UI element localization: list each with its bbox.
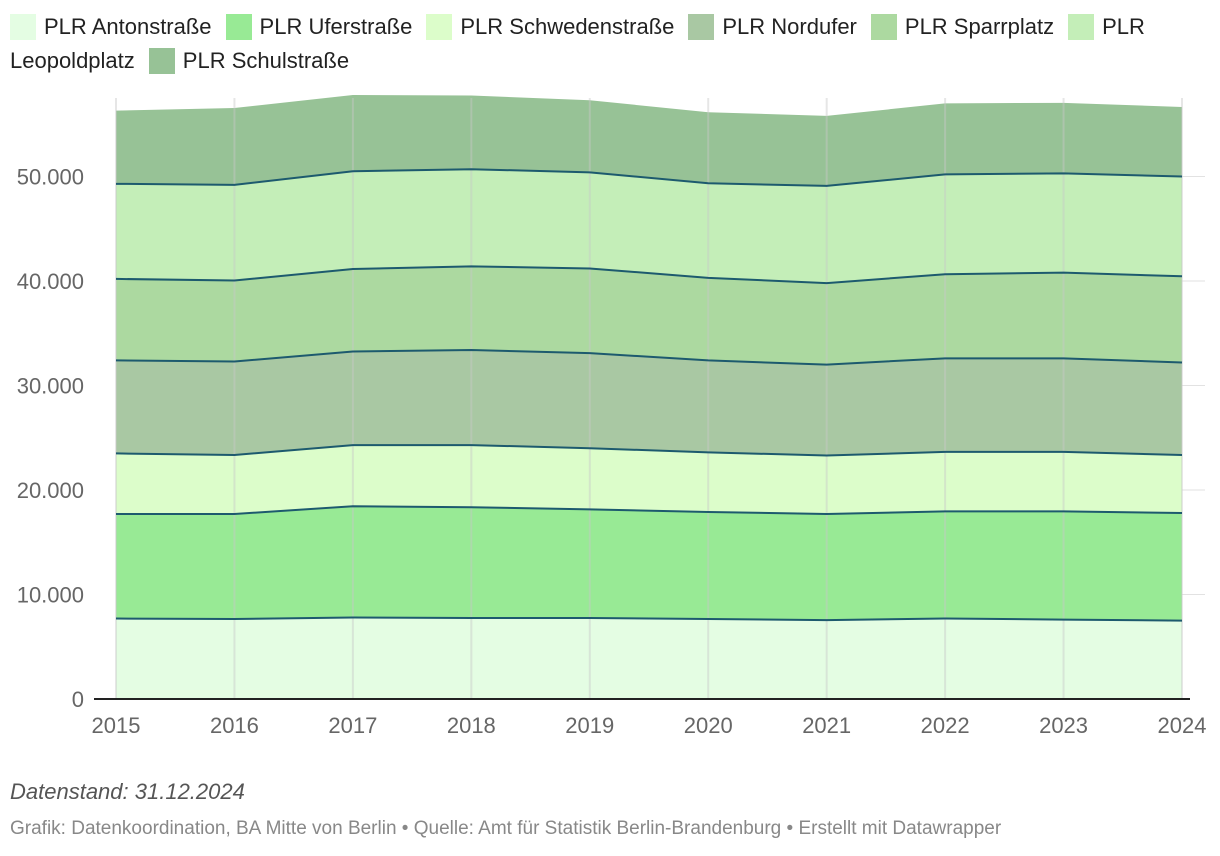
x-tick-label: 2019 [565,713,614,738]
legend-swatch [148,48,175,74]
area-series-5 [116,266,1182,365]
data-date-note: Datenstand: 31.12.2024 [10,779,245,804]
series-boundary-line-2 [116,505,1183,516]
x-tick-label: 2016 [210,713,259,738]
legend-item: PLR Schulstraße [148,48,350,74]
y-tick-label: 0 [72,687,84,712]
area-series-3 [116,445,1182,515]
stacked-area-chart: 0 10.000 20.000 30.000 40.000 50.000 2015 2016 2… [17,95,1207,738]
legend-item: PLR Leopoldplatz [10,14,1145,73]
line-layer [115,168,1183,622]
series-boundary-line-1 [115,616,1183,622]
legend-label: PLR Nordufer [722,14,857,39]
legend-label: PLR Antonstraße [44,14,212,39]
vertical-grid-layer [115,98,1183,699]
x-tick-label: 2018 [447,713,496,738]
legend-swatch [426,14,453,40]
legend-item: PLR Sparrplatz [870,14,1055,40]
y-tick-label: 20.000 [17,478,84,503]
x-tick-label: 2021 [802,713,851,738]
legend-item: PLR Schwedenstraße [426,14,675,40]
axis-layer: 0 10.000 20.000 30.000 40.000 50.000 2015 2016 2… [17,165,1207,738]
area-layer [116,95,1182,699]
series-boundary-line-6 [115,168,1183,187]
legend-item: PLR Uferstraße [225,14,413,40]
series-boundary-line-5 [115,265,1183,285]
legend-label: PLR Schulstraße [182,48,350,73]
legend-swatch [870,14,897,40]
legend-swatch [225,14,252,40]
legend-label: PLR Sparrplatz [904,14,1055,39]
series-boundary-line-3 [115,444,1183,457]
x-tick-label: 2017 [328,713,377,738]
legend-item: PLR Nordufer [688,14,857,40]
x-tick-label: 2023 [1039,713,1088,738]
area-series-7 [116,95,1182,186]
area-series-1 [116,617,1182,699]
legend-swatch [10,14,36,40]
x-tick-label: 2020 [684,713,733,738]
area-series-6 [116,169,1182,284]
x-tick-label: 2022 [921,713,970,738]
y-tick-label: 30.000 [17,374,84,399]
series-boundary-line-4 [115,348,1183,366]
legend: PLR Antonstraße PLR Uferstraße PLR Schwede… [10,10,1210,78]
legend-item: PLR Antonstraße [10,14,212,40]
x-tick-label: 2024 [1158,713,1207,738]
area-series-2 [116,506,1182,621]
x-tick-label: 2015 [92,713,141,738]
legend-label: PLR Leopoldplatz [10,14,1145,73]
legend-label: PLR Uferstraße [259,14,413,39]
y-tick-label: 10.000 [17,583,84,608]
legend-label: PLR Schwedenstraße [460,14,675,39]
y-tick-label: 40.000 [17,269,84,294]
area-series-4 [116,349,1182,456]
legend-swatch [688,14,715,40]
y-tick-label: 50.000 [17,165,84,190]
source-credit: Grafik: Datenkoordination, BA Mitte von … [10,818,1002,839]
legend-swatch [1068,14,1095,40]
